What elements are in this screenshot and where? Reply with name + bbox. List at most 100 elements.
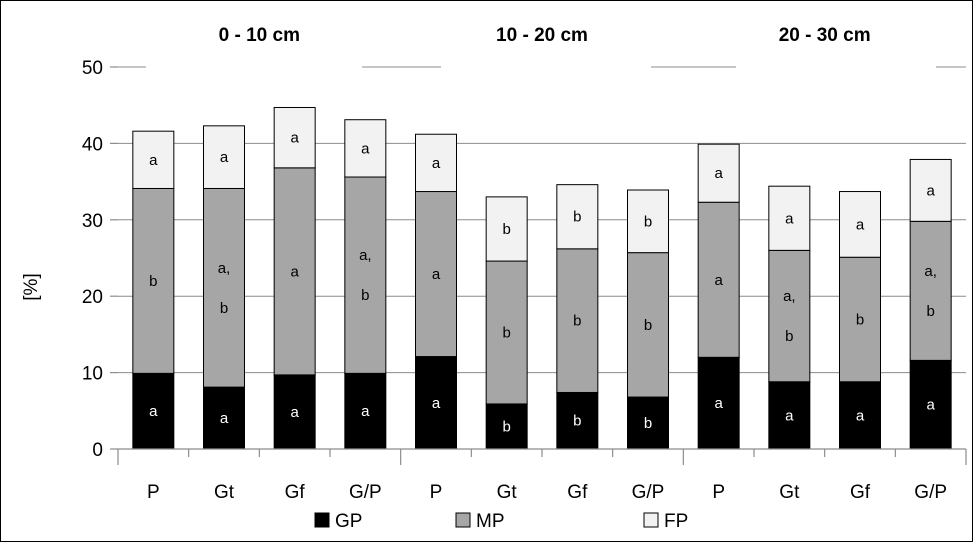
significance-letter-line: b	[926, 303, 934, 320]
significance-letter: a	[926, 397, 935, 414]
y-tick-label: 10	[82, 364, 103, 385]
bar-fp	[627, 189, 669, 254]
significance-letter: b	[644, 415, 652, 432]
y-tick-label: 0	[92, 440, 103, 461]
significance-letter: a	[785, 407, 794, 424]
x-category-label: G/P	[349, 482, 382, 503]
significance-letter: a	[856, 407, 865, 424]
significance-letter: a, b	[783, 288, 796, 345]
significance-letter-line: a,	[359, 247, 372, 264]
significance-letter: a	[149, 403, 158, 420]
x-category-label: Gt	[214, 482, 235, 503]
bar-fp	[839, 191, 881, 258]
x-category-label: P	[147, 482, 160, 503]
legend-swatch-mp	[455, 512, 471, 528]
x-category-label: G/P	[914, 482, 947, 503]
x-category-label: G/P	[632, 482, 665, 503]
significance-letter: a	[290, 263, 299, 280]
x-category-label: Gf	[850, 482, 871, 503]
significance-letter: a	[856, 216, 865, 233]
bar-mp	[839, 256, 881, 383]
bar-fp	[909, 158, 952, 222]
labels: 0 10 20 30 40 50 [%] 0 - 10 cm a b a Pa a, b a Gt a a a Gf a…	[21, 25, 947, 503]
significance-letter: b	[573, 313, 581, 330]
significance-letter: a	[220, 149, 229, 166]
y-tick-label: 20	[82, 287, 103, 308]
bar-fp	[132, 130, 175, 189]
bar-fp	[344, 119, 387, 178]
significance-letter: a	[361, 403, 370, 420]
bar-fp	[768, 185, 811, 251]
bar-gp	[697, 356, 740, 450]
bar-gp	[627, 396, 669, 450]
bar-mp	[203, 187, 245, 388]
significance-letter: b	[573, 209, 581, 226]
significance-letter-line: a,	[924, 263, 937, 280]
bar-mp	[768, 249, 811, 383]
significance-letter: a	[785, 210, 794, 227]
bar-mp	[344, 176, 387, 374]
significance-letter: b	[644, 317, 652, 334]
x-category-label: Gf	[285, 482, 306, 503]
bar-fp	[415, 133, 457, 193]
bar-fp	[485, 196, 528, 262]
significance-letter-line: b	[785, 328, 793, 345]
bar-fp	[203, 125, 245, 189]
gridlines	[118, 66, 966, 374]
significance-letter: a	[290, 130, 299, 147]
x-category-label: P	[430, 482, 443, 503]
y-tick-label: 40	[82, 134, 103, 155]
significance-letter: a	[714, 395, 723, 412]
significance-letter: a	[149, 152, 158, 169]
y-tick-label: 50	[82, 58, 103, 79]
group-title: 0 - 10 cm	[219, 25, 300, 46]
bar-mp	[556, 248, 599, 393]
significance-letter: a	[432, 155, 441, 172]
bar-gp	[132, 372, 175, 450]
significance-letter-line: b	[220, 300, 228, 317]
bar-fp	[697, 143, 740, 203]
significance-letter: a	[714, 165, 723, 182]
significance-letter: a, b	[218, 260, 231, 317]
legend-label-gp: GP	[335, 511, 362, 532]
significance-letter-line: a,	[218, 260, 231, 277]
significance-letter: b	[502, 221, 510, 238]
x-category-label: P	[712, 482, 725, 503]
significance-letter: b	[502, 324, 510, 341]
x-category-label: Gf	[567, 482, 588, 503]
significance-letter: b	[502, 418, 510, 435]
legend-label-fp: FP	[664, 511, 688, 532]
bar-gp	[415, 356, 457, 450]
significance-letter: a	[290, 404, 299, 421]
legend: GP MP FP	[314, 511, 688, 532]
axes	[110, 66, 967, 465]
legend-swatch-fp	[643, 512, 659, 528]
significance-letter: b	[856, 312, 864, 329]
bar-gp	[768, 381, 811, 450]
legend-swatch-gp	[314, 512, 330, 528]
bar-mp	[132, 187, 175, 374]
bar-gp	[556, 391, 599, 450]
bar-fp	[556, 184, 599, 250]
significance-letter-line: a,	[783, 288, 796, 305]
bar-mp	[627, 252, 669, 398]
significance-letter: b	[573, 413, 581, 430]
legend-label-mp: MP	[476, 511, 505, 532]
significance-letter: b	[644, 213, 652, 230]
y-axis-label: [%]	[21, 273, 42, 300]
significance-letter: a, b	[359, 247, 372, 304]
bar-mp	[697, 201, 740, 358]
bar-mp	[909, 220, 952, 361]
significance-letter: a	[926, 182, 935, 199]
bars	[132, 106, 952, 450]
significance-letter: a	[714, 272, 723, 289]
group-title: 10 - 20 cm	[496, 25, 588, 46]
significance-letter: b	[149, 273, 157, 290]
x-category-label: Gt	[779, 482, 800, 503]
significance-letter: a	[432, 266, 441, 283]
significance-letter: a	[432, 395, 441, 412]
group-title: 20 - 30 cm	[779, 25, 871, 46]
bar-fp	[273, 106, 316, 169]
